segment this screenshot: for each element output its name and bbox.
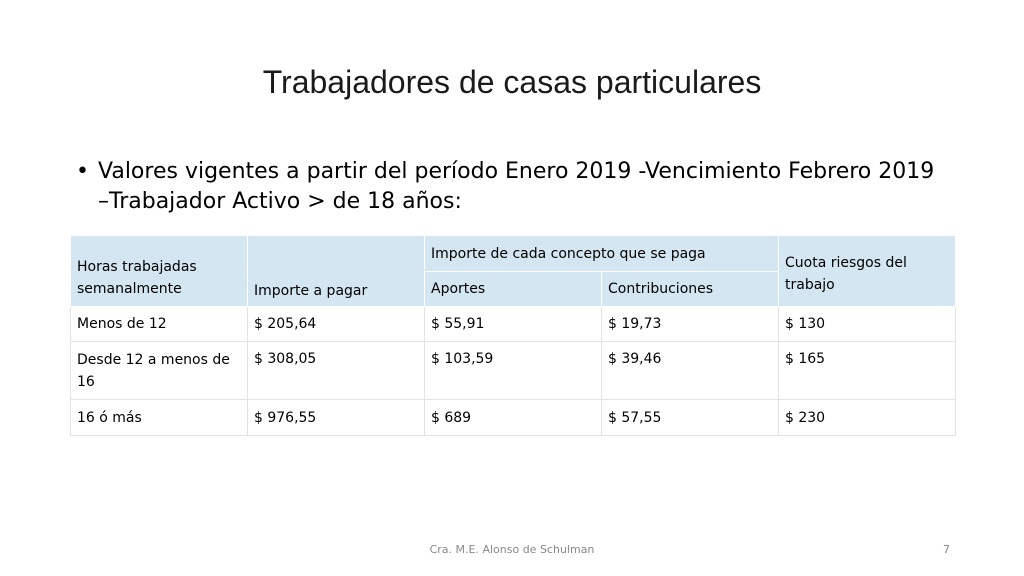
cell-importe: $ 976,55: [247, 399, 425, 436]
cell-cuota: $ 230: [778, 399, 956, 436]
footer-author: Cra. M.E. Alonso de Schulman: [429, 543, 595, 556]
cell-importe: $ 308,05: [247, 341, 425, 400]
page-number: 7: [943, 543, 950, 556]
cell-hours: 16 ó más: [70, 399, 248, 436]
table-header: Horas trabajadas semanalmente Importe a …: [70, 235, 956, 307]
cell-hours: Desde 12 a menos de 16: [70, 341, 248, 400]
cell-contribuciones: $ 39,46: [601, 341, 779, 400]
cell-aportes: $ 689: [424, 399, 602, 436]
table-row: Menos de 12 $ 205,64 $ 55,91 $ 19,73 $ 1…: [70, 306, 956, 342]
cell-cuota: $ 165: [778, 341, 956, 400]
header-aportes: Aportes: [424, 271, 602, 307]
table-body: Menos de 12 $ 205,64 $ 55,91 $ 19,73 $ 1…: [70, 306, 956, 436]
cell-contribuciones: $ 57,55: [601, 399, 779, 436]
bullet-dot: •: [76, 159, 89, 184]
header-concept-group: Importe de cada concepto que se paga: [424, 235, 779, 272]
cell-aportes: $ 55,91: [424, 306, 602, 342]
cell-cuota: $ 130: [778, 306, 956, 342]
cell-hours: Menos de 12: [70, 306, 248, 342]
cell-importe: $ 205,64: [247, 306, 425, 342]
table-row: Desde 12 a menos de 16 $ 308,05 $ 103,59…: [70, 341, 956, 400]
cell-contribuciones: $ 19,73: [601, 306, 779, 342]
header-cuota: Cuota riesgos del trabajo: [778, 235, 956, 307]
cell-aportes: $ 103,59: [424, 341, 602, 400]
header-contribuciones: Contribuciones: [601, 271, 779, 307]
rates-table: Horas trabajadas semanalmente Importe a …: [70, 235, 956, 436]
slide-title: Trabajadores de casas particulares: [262, 64, 762, 100]
bullet-text: Valores vigentes a partir del período En…: [98, 159, 935, 214]
bullet-item: • Valores vigentes a partir del período …: [76, 157, 936, 217]
header-hours: Horas trabajadas semanalmente: [70, 235, 248, 307]
table-row: 16 ó más $ 976,55 $ 689 $ 57,55 $ 230: [70, 399, 956, 436]
header-importe: Importe a pagar: [247, 235, 425, 307]
